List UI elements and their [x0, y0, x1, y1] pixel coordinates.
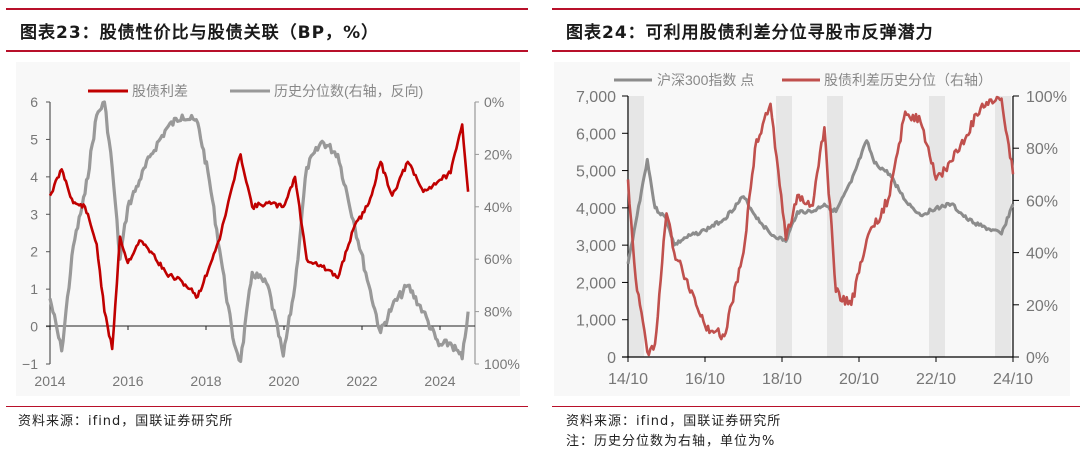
svg-text:1: 1: [30, 281, 38, 297]
csi300-line: [626, 139, 1015, 265]
svg-text:24/10: 24/10: [993, 371, 1033, 388]
svg-text:4,000: 4,000: [576, 201, 616, 218]
source-rule: [552, 406, 1080, 407]
svg-text:3,000: 3,000: [576, 238, 616, 255]
footnote: 注：历史分位数为右轴，单位为%: [566, 434, 776, 449]
legend: 沪深300指数 点 股债利差历史分位（右轴）: [614, 72, 992, 88]
svg-text:4: 4: [30, 169, 38, 185]
chart-title: 图表24：可利用股债利差分位寻股市反弹潜力: [566, 23, 934, 43]
svg-text:40%: 40%: [1026, 246, 1058, 263]
title-bottom-rule: [6, 50, 528, 52]
series-lines: [626, 95, 1015, 357]
svg-text:2024: 2024: [424, 373, 455, 389]
axis-ticks: 6 5 4 3 2 1 0 −1 0% 20% 40% 60% 80% 100% 2014 2016 2018 2…: [22, 94, 520, 389]
svg-text:历史分位数(右轴，反向): 历史分位数(右轴，反向): [274, 83, 423, 99]
svg-text:2020: 2020: [268, 373, 299, 389]
chart-panel-23: 图表23：股债性价比与股债关联（BP，%） 股债利差 历史分位数(右轴，反向) …: [6, 8, 528, 429]
title-top-rule: [6, 8, 528, 10]
series-lines: [48, 100, 470, 363]
svg-text:2014: 2014: [34, 373, 65, 389]
svg-text:7,000: 7,000: [576, 89, 616, 106]
svg-text:18/10: 18/10: [762, 371, 802, 388]
svg-text:2016: 2016: [112, 373, 143, 389]
svg-text:5: 5: [30, 131, 38, 147]
svg-text:2: 2: [30, 244, 38, 260]
title-bottom-rule: [552, 50, 1080, 52]
svg-text:60%: 60%: [1026, 193, 1058, 210]
svg-text:5,000: 5,000: [576, 164, 616, 181]
svg-text:22/10: 22/10: [916, 371, 956, 388]
svg-text:20%: 20%: [484, 146, 512, 162]
chart-23-svg: 股债利差 历史分位数(右轴，反向) 6 5 4 3 2 1 0 −1 0% 20% 40% 60% 80…: [22, 83, 520, 389]
svg-text:0%: 0%: [484, 94, 504, 110]
spread-line: [48, 123, 470, 351]
svg-text:0: 0: [607, 350, 616, 367]
spread-percentile-line: [626, 95, 1015, 357]
svg-text:0: 0: [30, 319, 38, 335]
svg-text:2022: 2022: [346, 373, 377, 389]
shaded-band: [827, 96, 843, 357]
svg-text:40%: 40%: [484, 199, 512, 215]
svg-text:100%: 100%: [1026, 89, 1067, 106]
chart-24-svg: 沪深300指数 点 股债利差历史分位（右轴） 7,000 6,000 5,000 4,…: [576, 72, 1067, 388]
svg-text:0%: 0%: [1026, 350, 1049, 367]
svg-text:20/10: 20/10: [839, 371, 879, 388]
legend: 股债利差 历史分位数(右轴，反向): [88, 83, 423, 99]
axis-ticks: 7,000 6,000 5,000 4,000 3,000 2,000 1,000 0 100%…: [576, 89, 1067, 388]
shaded-band: [929, 96, 945, 357]
svg-text:2018: 2018: [190, 373, 221, 389]
svg-text:股债利差历史分位（右轴）: 股债利差历史分位（右轴）: [824, 72, 992, 88]
svg-text:−1: −1: [22, 356, 38, 372]
svg-text:100%: 100%: [484, 356, 520, 372]
title-top-rule: [552, 8, 1080, 10]
svg-text:6,000: 6,000: [576, 126, 616, 143]
svg-text:80%: 80%: [484, 304, 512, 320]
svg-text:6: 6: [30, 94, 38, 110]
source-note: 资料来源：ifind，国联证券研究所: [18, 414, 234, 429]
svg-text:80%: 80%: [1026, 141, 1058, 158]
svg-text:20%: 20%: [1026, 298, 1058, 315]
svg-text:股债利差: 股债利差: [132, 83, 188, 99]
percentile-line: [48, 100, 470, 363]
shaded-periods: [629, 96, 1011, 357]
svg-text:2,000: 2,000: [576, 275, 616, 292]
svg-text:14/10: 14/10: [608, 371, 648, 388]
chart-title: 图表23：股债性价比与股债关联（BP，%）: [20, 23, 380, 43]
svg-text:60%: 60%: [484, 251, 512, 267]
source-rule: [6, 406, 528, 407]
svg-text:3: 3: [30, 206, 38, 222]
svg-text:沪深300指数 点: 沪深300指数 点: [657, 72, 754, 88]
svg-text:16/10: 16/10: [685, 371, 725, 388]
source-note: 资料来源：ifind，国联证券研究所: [566, 414, 782, 429]
svg-text:1,000: 1,000: [576, 313, 616, 330]
